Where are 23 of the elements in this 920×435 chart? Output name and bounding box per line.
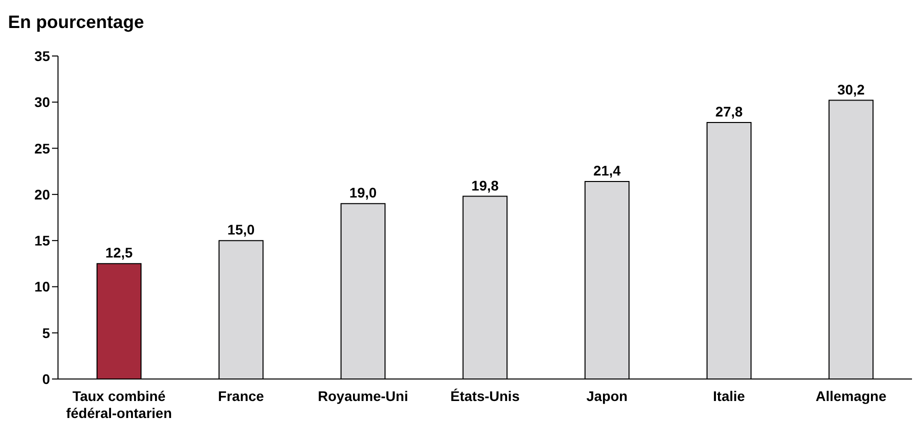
y-tick-label: 35 — [34, 48, 50, 64]
x-tick-label: Italie — [713, 388, 746, 404]
x-tick-label: Allemagne — [816, 388, 887, 404]
y-tick-label: 0 — [42, 370, 50, 387]
chart-title: En pourcentage — [8, 12, 144, 33]
x-tick-label: Japon — [586, 388, 628, 404]
y-tick-label: 5 — [42, 324, 50, 341]
data-label: 21,4 — [593, 162, 621, 179]
x-tick-label: États-Unis — [450, 388, 520, 404]
data-label: 19,8 — [471, 177, 499, 194]
data-label: 15,0 — [227, 222, 255, 238]
x-tick-label: Royaume-Uni — [318, 388, 408, 404]
y-tick-label: 20 — [34, 186, 50, 202]
x-tick-label: France — [218, 388, 264, 404]
y-tick-label: 10 — [34, 278, 50, 295]
x-tick-label: Taux combiné fédéral-ontarien — [66, 388, 172, 421]
data-label: 19,0 — [349, 184, 377, 201]
y-tick-label: 30 — [34, 94, 50, 110]
data-label: 12,5 — [105, 244, 133, 261]
data-label: 27,8 — [715, 103, 743, 120]
data-label: 30,2 — [837, 81, 865, 98]
y-tick-label: 25 — [34, 140, 50, 156]
y-tick-label: 15 — [34, 232, 50, 249]
